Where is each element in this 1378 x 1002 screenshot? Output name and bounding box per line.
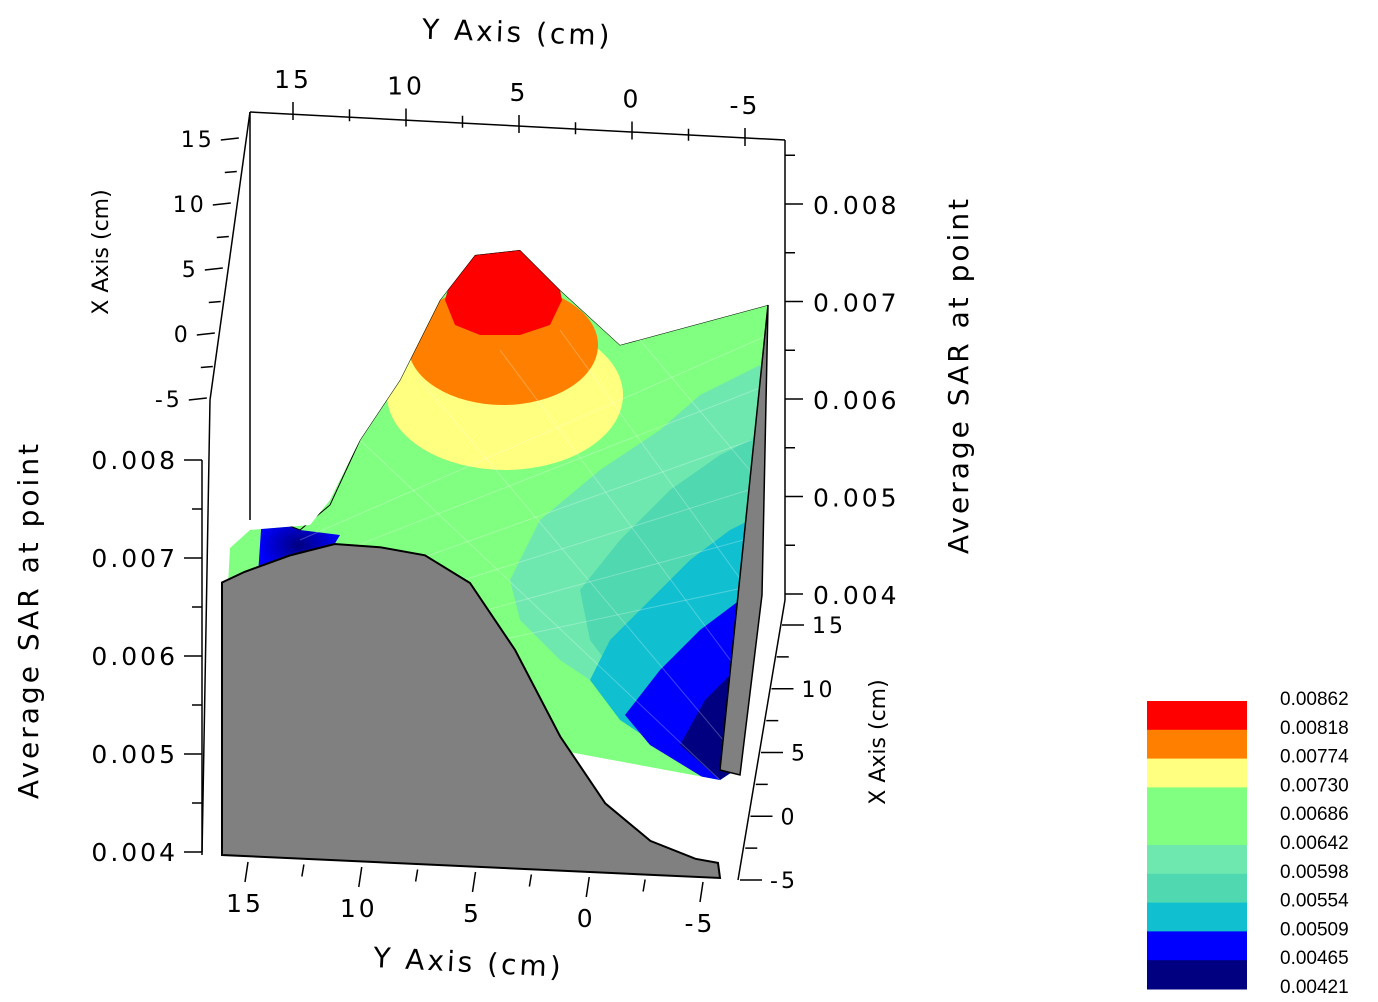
x-minor-tick-left <box>200 365 213 369</box>
legend-label: 0.00730 <box>1280 775 1349 796</box>
y-tick-label-top: 10 <box>387 72 425 101</box>
right-x-axis-title: X Axis (cm) <box>866 679 891 804</box>
x-minor-tick-left <box>216 235 229 239</box>
legend-label: 0.00598 <box>1280 862 1349 883</box>
x-tick-label-right: 5 <box>791 742 808 767</box>
legend-label: 0.00862 <box>1280 689 1349 710</box>
x-tick-left <box>212 202 231 206</box>
legend-swatch <box>1147 758 1247 788</box>
x-tick-label-right: -5 <box>770 869 798 894</box>
axes: 0.004 0.005 0.006 0.007 0.008 0.004 0.005 0.006… <box>91 65 900 938</box>
y-minor-tick-bottom <box>301 864 305 877</box>
y-tick-bottom <box>699 881 704 903</box>
legend-label: 0.00818 <box>1280 718 1349 739</box>
legend-swatch <box>1147 816 1247 846</box>
legend-swatch <box>1147 729 1247 760</box>
color-legend: 0.00862 0.00818 0.00774 0.00730 0.00686 0.006… <box>1147 689 1349 998</box>
x-tick-label-left: 5 <box>182 258 199 283</box>
z-tick-label-right: 0.006 <box>813 386 900 415</box>
x-tick-left <box>220 137 239 141</box>
z-tick-label-left: 0.008 <box>91 446 178 475</box>
x-tick-label-left: 0 <box>174 323 191 348</box>
y-minor-tick-bottom <box>528 874 533 887</box>
y-tick-label-bottom: 15 <box>226 889 264 918</box>
x-minor-tick-left <box>224 170 237 174</box>
y-tick-label-top: 0 <box>623 85 642 114</box>
z-tick-label-left: 0.004 <box>91 838 178 867</box>
y-tick-bottom <box>585 876 590 898</box>
y-tick-label-bottom: 5 <box>463 899 482 928</box>
bottom-y-axis-title: Y Axis (cm) <box>372 941 565 984</box>
x-tick-label-left: 10 <box>173 193 207 218</box>
y-tick-label-top: -5 <box>730 91 761 120</box>
legend-swatch <box>1147 960 1247 990</box>
x-tick-left <box>196 332 215 336</box>
x-tick-label-right: 0 <box>781 805 798 830</box>
right-side-wall <box>719 304 769 776</box>
y-tick-bottom <box>471 871 477 893</box>
y-tick-label-top: 15 <box>274 65 312 94</box>
y-tick-label-top: 5 <box>510 78 529 107</box>
right-z-axis-title: Average SAR at point <box>942 196 975 554</box>
y-minor-tick-bottom <box>642 879 646 892</box>
box-frame <box>201 111 786 881</box>
x-tick-left <box>204 267 223 271</box>
legend-swatch <box>1147 902 1247 932</box>
y-tick-label-bottom: 0 <box>577 904 596 933</box>
top-y-axis-title: Y Axis (cm) <box>421 13 614 53</box>
legend-swatch <box>1147 701 1247 731</box>
left-x-axis-title: X Axis (cm) <box>89 189 114 314</box>
legend-label: 0.00686 <box>1280 804 1349 825</box>
z-tick-label-left: 0.007 <box>91 544 178 573</box>
z-tick-label-right: 0.005 <box>813 484 900 513</box>
legend-label: 0.00554 <box>1280 891 1349 912</box>
legend-swatch <box>1147 787 1247 817</box>
legend-label: 0.00421 <box>1280 977 1349 998</box>
y-tick-bottom <box>358 866 363 888</box>
x-tick-left <box>188 397 207 401</box>
y-tick-label-bottom: -5 <box>685 909 716 938</box>
x-tick-label-left: -5 <box>155 388 183 413</box>
z-tick-label-right: 0.004 <box>813 581 900 610</box>
left-z-axis-title: Average SAR at point <box>12 441 45 799</box>
legend-swatch <box>1147 873 1247 904</box>
x-tick-label-left: 15 <box>181 128 215 153</box>
front-side-wall <box>221 542 722 880</box>
z-tick-label-right: 0.008 <box>813 191 900 220</box>
z-tick-label-right: 0.007 <box>813 289 900 318</box>
x-tick-label-right: 15 <box>812 614 846 639</box>
y-tick-label-bottom: 10 <box>340 894 378 923</box>
legend-swatch <box>1147 845 1247 875</box>
legend-label: 0.00774 <box>1280 747 1349 768</box>
legend-swatch <box>1147 931 1247 961</box>
z-tick-label-left: 0.005 <box>91 740 178 769</box>
x-tick-label-right: 10 <box>802 678 836 703</box>
legend-label: 0.00642 <box>1280 833 1349 854</box>
legend-label: 0.00465 <box>1280 948 1349 969</box>
y-tick-bottom <box>244 861 249 883</box>
y-minor-tick-bottom <box>414 869 419 882</box>
x-minor-tick-left <box>208 300 221 304</box>
legend-label: 0.00509 <box>1280 919 1349 940</box>
z-tick-label-left: 0.006 <box>91 642 178 671</box>
